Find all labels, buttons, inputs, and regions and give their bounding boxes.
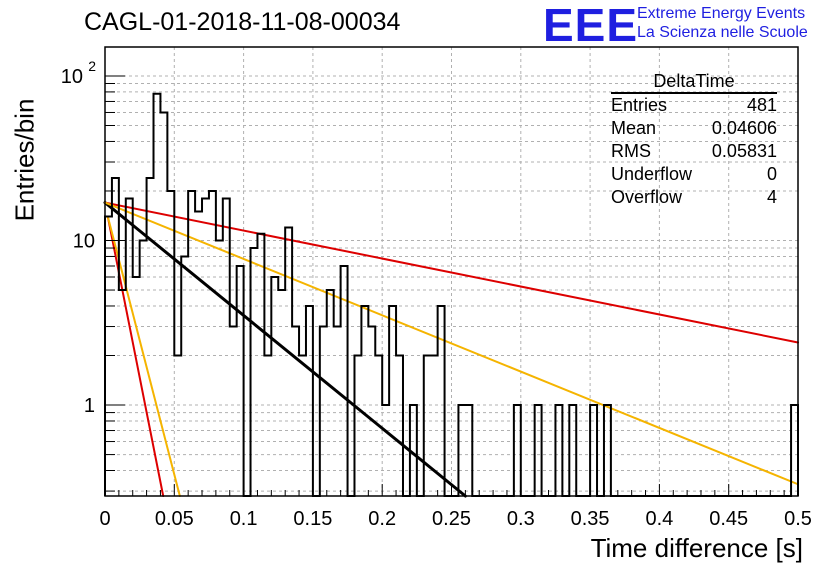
stats-row-underflow: Underflow 0 bbox=[611, 163, 777, 186]
x-axis-label: Time difference [s] bbox=[590, 533, 803, 563]
stats-label: Underflow bbox=[611, 164, 693, 184]
axis-ticks bbox=[104, 75, 799, 496]
y-axis-label-box: Entries/bin bbox=[5, 98, 45, 222]
y-axis-label: Entries/bin bbox=[9, 98, 40, 222]
x-tick-label: 0.2 bbox=[368, 508, 396, 530]
grid-lines bbox=[105, 47, 798, 496]
stats-value: 0.04606 bbox=[711, 118, 777, 138]
stats-value: 481 bbox=[746, 95, 777, 115]
eee-logo: EEE bbox=[543, 0, 639, 51]
y-tick-label: 1 bbox=[84, 395, 95, 417]
x-tick-label: 0.3 bbox=[507, 508, 535, 530]
fit-line bbox=[104, 201, 799, 344]
x-tick-label: 0.5 bbox=[784, 508, 812, 530]
x-tick-label: 0.35 bbox=[571, 508, 610, 530]
x-tick-label: 0.15 bbox=[293, 508, 332, 530]
logo-text: Extreme Energy Events La Scienza nelle S… bbox=[637, 4, 808, 42]
y-tick-exponent: 2 bbox=[88, 58, 96, 74]
fit-line bbox=[106, 215, 165, 497]
y-tick-label: 10 bbox=[61, 66, 83, 88]
logo-line1: Extreme Energy Events bbox=[637, 5, 806, 22]
stats-row-entries: Entries 481 bbox=[611, 94, 777, 117]
chart-title: CAGL-01-2018-11-08-00034 bbox=[84, 8, 401, 36]
x-tick-label: 0 bbox=[99, 508, 110, 530]
x-tick-label: 0.1 bbox=[230, 508, 258, 530]
y-tick-label: 10 bbox=[73, 231, 95, 253]
stats-name: DeltaTime bbox=[611, 70, 777, 94]
stats-label: Overflow bbox=[611, 187, 683, 207]
x-tick-label: 0.25 bbox=[432, 508, 471, 530]
stats-value: 0.05831 bbox=[711, 141, 777, 161]
stats-row-mean: Mean 0.04606 bbox=[611, 117, 777, 140]
stats-row-overflow: Overflow 4 bbox=[611, 186, 777, 209]
stats-label: Entries bbox=[611, 95, 668, 115]
stats-value: 4 bbox=[766, 187, 777, 207]
x-tick-label: 0.45 bbox=[709, 508, 748, 530]
x-tick-label: 0.05 bbox=[155, 508, 194, 530]
stats-label: RMS bbox=[611, 141, 651, 161]
stats-row-rms: RMS 0.05831 bbox=[611, 140, 777, 163]
stats-box: DeltaTime Entries 481 Mean 0.04606 RMS 0.05… bbox=[611, 70, 777, 209]
x-tick-labels: 0 0.05 0.1 0.15 0.2 0.25 0.3 0.35 0.4 0.45 0.5 bbox=[99, 508, 811, 530]
x-tick-label: 0.4 bbox=[645, 508, 673, 530]
stats-label: Mean bbox=[611, 118, 657, 138]
stats-value: 0 bbox=[766, 164, 777, 184]
y-tick-labels: 1 10 10 2 bbox=[61, 58, 96, 417]
fit-line bbox=[104, 201, 799, 486]
fit-line bbox=[103, 201, 467, 498]
logo-line2: La Scienza nelle Scuole bbox=[637, 24, 808, 41]
